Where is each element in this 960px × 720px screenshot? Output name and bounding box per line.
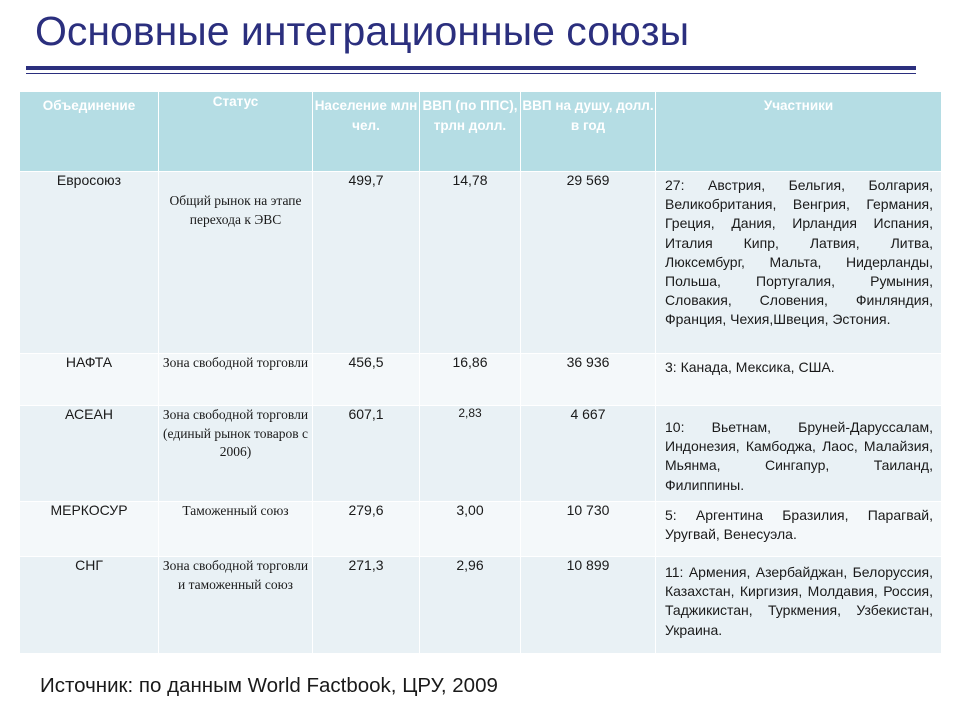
header-population: Население млн чел.	[312, 91, 420, 172]
cell-population: 607,1	[348, 406, 384, 423]
cell-status: Общий рынок на этапе перехода к ЭВС	[169, 193, 302, 227]
cell-gdp-per-capita: 4 667	[570, 406, 606, 423]
cell-members: 11: Армения, Азербайджан, Белоруссия, Ка…	[665, 564, 933, 638]
cell-gdp-per-capita: 29 569	[566, 172, 610, 189]
integration-unions-table: Объединение Статус Население млн чел. ВВ…	[19, 91, 942, 654]
table-row: СНГ Зона свободной торговли и таможенный…	[19, 556, 942, 654]
cell-gdp-per-capita: 10 899	[566, 557, 610, 574]
cell-population: 456,5	[348, 354, 384, 371]
header-members: Участники	[655, 91, 942, 172]
header-status: Статус	[158, 91, 313, 172]
table-row: НАФТА Зона свободной торговли 456,5 16,8…	[19, 353, 942, 406]
header-gdp: ВВП (по ППС), трлн долл.	[419, 91, 521, 172]
cell-union: МЕРКОСУР	[50, 502, 128, 519]
source-note: Источник: по данным World Factbook, ЦРУ,…	[40, 674, 498, 697]
cell-members: 10: Вьетнам, Бруней-Даруссалам, Индонези…	[665, 419, 933, 493]
cell-status: Таможенный союз	[182, 503, 289, 518]
table-row: АСЕАН Зона свободной торговли (единый ры…	[19, 405, 942, 502]
header-union: Объединение	[19, 91, 159, 172]
cell-gdp: 14,78	[452, 172, 488, 189]
page-title: Основные интеграционные союзы	[35, 8, 690, 54]
cell-union: АСЕАН	[65, 406, 113, 423]
cell-status: Зона свободной торговли (единый рынок то…	[162, 407, 309, 459]
cell-population: 271,3	[348, 557, 384, 574]
cell-population: 499,7	[348, 172, 384, 189]
cell-members: 27: Австрия, Бельгия, Болгария, Великобр…	[665, 177, 933, 328]
cell-union: СНГ	[75, 557, 103, 574]
cell-population: 279,6	[348, 502, 384, 519]
cell-union: НАФТА	[65, 354, 113, 371]
header-gdp-per-capita: ВВП на душу, долл. в год	[520, 91, 656, 172]
table-row: МЕРКОСУР Таможенный союз 279,6 3,00 10 7…	[19, 501, 942, 557]
cell-gdp: 2,96	[456, 557, 484, 574]
table-header-row: Объединение Статус Население млн чел. ВВ…	[19, 91, 942, 172]
cell-members: 5: Аргентина Бразилия, Парагвай, Уругвай…	[665, 507, 933, 543]
cell-gdp: 16,86	[452, 354, 488, 371]
cell-gdp-per-capita: 10 730	[566, 502, 610, 519]
title-underline-thick	[26, 66, 916, 70]
title-underline-thin	[26, 73, 916, 74]
cell-gdp: 2,83	[458, 406, 482, 421]
cell-status: Зона свободной торговли и таможенный сою…	[162, 558, 309, 592]
cell-members: 3: Канада, Мексика, США.	[665, 359, 835, 375]
cell-status: Зона свободной торговли	[162, 355, 309, 370]
table-row: Евросоюз Общий рынок на этапе перехода к…	[19, 171, 942, 354]
cell-gdp-per-capita: 36 936	[566, 354, 610, 371]
cell-gdp: 3,00	[456, 502, 484, 519]
cell-union: Евросоюз	[56, 172, 122, 189]
